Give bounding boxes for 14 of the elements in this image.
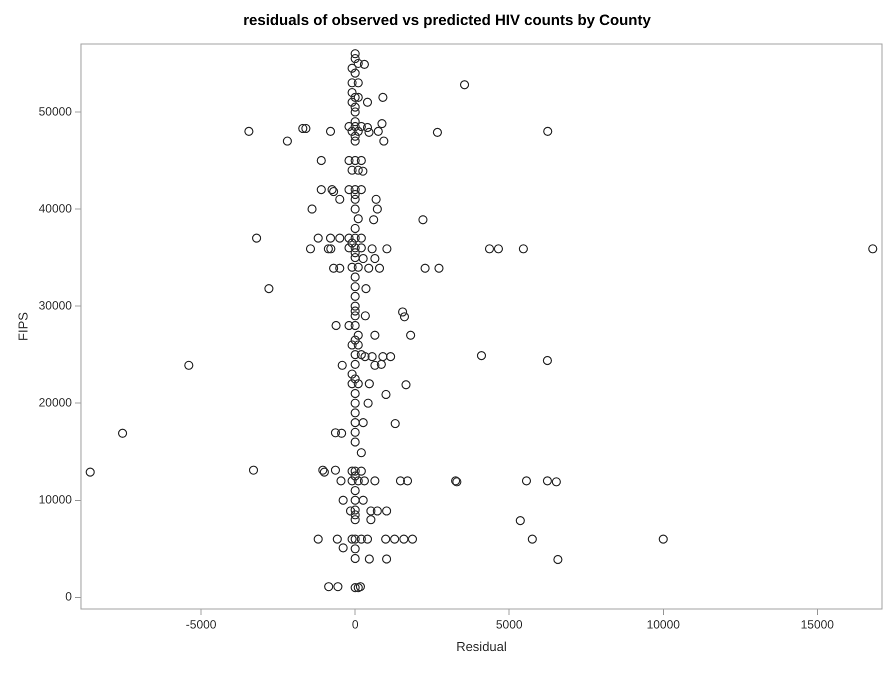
y-tick-label: 50000 xyxy=(38,104,72,118)
x-tick-label: -5000 xyxy=(186,618,217,632)
y-tick-label: 30000 xyxy=(38,298,72,312)
x-tick-label: 5000 xyxy=(496,618,523,632)
y-tick-label: 10000 xyxy=(38,492,72,507)
x-tick-label: 10000 xyxy=(646,618,680,632)
chart-title: residuals of observed vs predicted HIV counts by County xyxy=(243,12,652,30)
x-axis-title: Residual xyxy=(456,638,507,654)
x-tick-label: 0 xyxy=(352,618,359,632)
y-axis-title: FIPS xyxy=(15,312,30,341)
y-tick-label: 20000 xyxy=(38,396,72,410)
y-tick-label: 0 xyxy=(65,590,72,604)
x-tick-label: 15000 xyxy=(800,618,834,632)
y-tick-label: 40000 xyxy=(38,201,72,216)
